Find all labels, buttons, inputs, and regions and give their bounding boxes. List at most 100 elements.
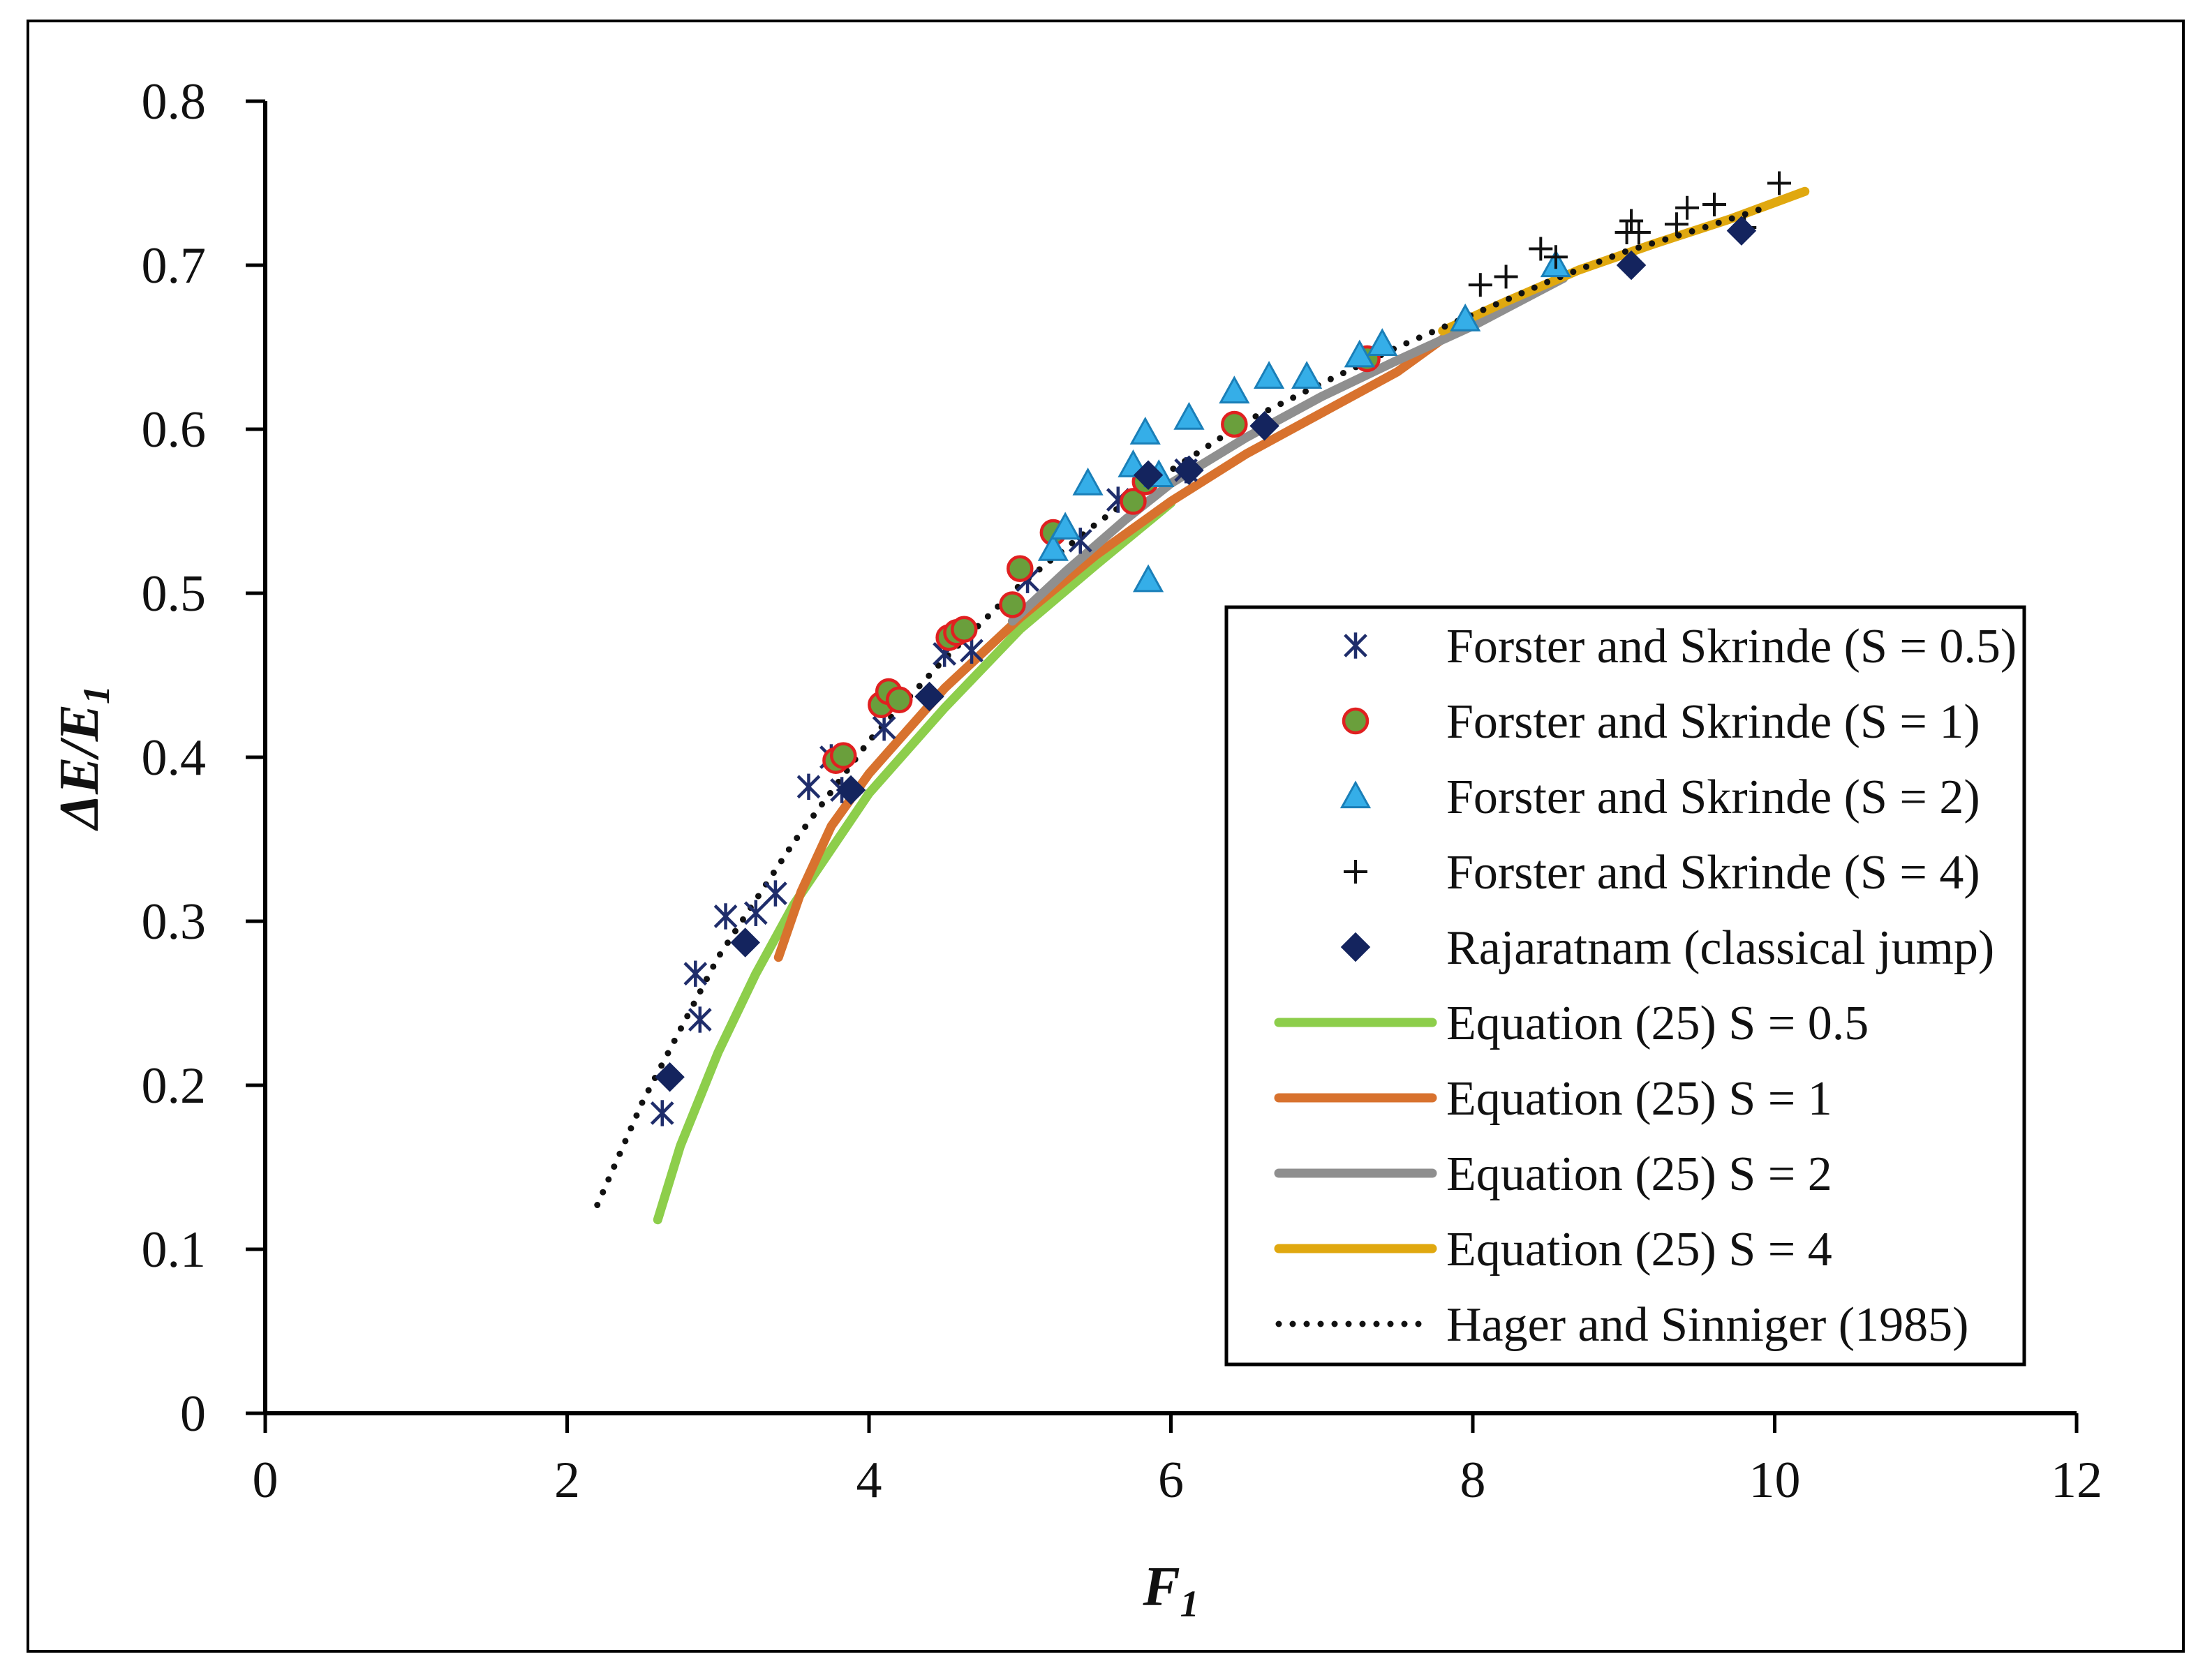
- data-point-forster-and-skrinde-s-0-5: [796, 773, 821, 800]
- legend-label: Equation (25) S = 2: [1446, 1147, 1832, 1201]
- data-point-forster-and-skrinde-s-0-5: [688, 1006, 712, 1033]
- data-point-forster-and-skrinde-s-0-5: [872, 715, 896, 741]
- legend-item-equation-25-s-4: Equation (25) S = 4: [1274, 1223, 1832, 1276]
- data-point-rajaratnam-classical-jump: [914, 681, 944, 712]
- y-tick-label: 0.7: [142, 237, 207, 295]
- x-tick-label: 2: [554, 1452, 580, 1509]
- data-point-forster-and-skrinde-s-2: [1450, 303, 1481, 332]
- legend-label: Equation (25) S = 0.5: [1446, 997, 1869, 1050]
- legend-swatch-marker: [1339, 780, 1372, 809]
- x-tick-label: 8: [1460, 1452, 1486, 1509]
- legend-item-forster-and-skrinde-s-2: Forster and Skrinde (S = 2): [1339, 770, 1980, 824]
- x-tick-label: 12: [2051, 1452, 2102, 1509]
- data-point-forster-and-skrinde-s-1: [950, 616, 978, 643]
- legend: Forster and Skrinde (S = 0.5) Forster and…: [1224, 605, 2026, 1367]
- legend-label: Forster and Skrinde (S = 1): [1446, 695, 1980, 749]
- series-points-rajaratnam-classical-jump: [655, 216, 1757, 1092]
- x-tick-label: 0: [253, 1452, 279, 1509]
- legend-label: Equation (25) S = 1: [1446, 1072, 1832, 1126]
- data-point-forster-and-skrinde-s-0-5: [960, 637, 983, 664]
- y-tick-label: 0.5: [142, 565, 207, 623]
- data-point-forster-and-skrinde-s-4: [1494, 265, 1518, 289]
- data-point-rajaratnam-classical-jump: [1174, 455, 1204, 485]
- data-point-forster-and-skrinde-s-2: [1344, 339, 1375, 368]
- data-point-forster-and-skrinde-s-1: [829, 742, 857, 769]
- data-point-rajaratnam-classical-jump: [730, 928, 760, 958]
- data-point-forster-and-skrinde-s-4: [1543, 245, 1568, 269]
- legend-items: Forster and Skrinde (S = 0.5) Forster and…: [1274, 620, 2017, 1352]
- data-point-forster-and-skrinde-s-2: [1219, 375, 1250, 404]
- legend-label: Forster and Skrinde (S = 2): [1446, 770, 1980, 824]
- legend-label: Hager and Sinniger (1985): [1446, 1298, 1968, 1352]
- y-tick-label: 0: [180, 1385, 206, 1443]
- series-line-equation-25-s-4: [1438, 186, 1810, 336]
- legend-label: Forster and Skrinde (S = 0.5): [1446, 620, 2017, 673]
- data-point-forster-and-skrinde-s-2: [1173, 401, 1205, 430]
- data-point-forster-and-skrinde-s-2: [1291, 361, 1323, 389]
- x-tick-label: 4: [856, 1452, 882, 1509]
- data-point-forster-and-skrinde-s-2: [1132, 564, 1164, 593]
- data-point-rajaratnam-classical-jump: [1133, 460, 1164, 491]
- legend-swatch-marker: [1344, 860, 1367, 884]
- y-tick-label: 0.6: [142, 401, 207, 459]
- figure-frame: [27, 20, 2185, 1653]
- data-point-forster-and-skrinde-s-4: [1767, 171, 1791, 195]
- data-point-forster-and-skrinde-s-2: [1129, 417, 1161, 445]
- x-tick-label: 10: [1749, 1452, 1801, 1509]
- y-axis-title: ΔE/E1: [49, 685, 117, 831]
- data-point-forster-and-skrinde-s-4: [1468, 273, 1492, 297]
- legend-item-equation-25-s-1: Equation (25) S = 1: [1274, 1072, 1832, 1126]
- data-point-forster-and-skrinde-s-2: [1037, 533, 1069, 561]
- axes: 0 2 4 6 8 10 12 0 0.1 0.2 0.3 0.4 0.5 0.6 0.7 0.8: [142, 73, 2103, 1509]
- legend-item-hager-and-sinniger-1985: Hager and Sinniger (1985): [1275, 1298, 1968, 1352]
- legend-label: Equation (25) S = 4: [1446, 1223, 1832, 1276]
- data-point-forster-and-skrinde-s-0-5: [764, 880, 787, 907]
- data-point-forster-and-skrinde-s-2: [1050, 512, 1081, 540]
- data-point-forster-and-skrinde-s-1: [1221, 410, 1248, 438]
- data-point-forster-and-skrinde-s-2: [1253, 361, 1285, 389]
- data-point-forster-and-skrinde-s-2: [1072, 467, 1104, 496]
- data-point-rajaratnam-classical-jump: [1616, 250, 1647, 281]
- series-points-forster-and-skrinde-s-4: [1468, 171, 1791, 297]
- data-point-rajaratnam-classical-jump: [655, 1062, 685, 1092]
- data-point-rajaratnam-classical-jump: [1249, 411, 1279, 441]
- series-lines: [594, 186, 1810, 1225]
- data-point-forster-and-skrinde-s-0-5: [713, 903, 738, 930]
- legend-swatch-marker: [1342, 707, 1369, 735]
- data-point-rajaratnam-classical-jump: [1726, 216, 1757, 246]
- data-point-forster-and-skrinde-s-4: [1702, 193, 1726, 217]
- data-point-forster-and-skrinde-s-0-5: [743, 900, 768, 926]
- data-point-forster-and-skrinde-s-0-5: [683, 960, 708, 987]
- legend-item-equation-25-s-2: Equation (25) S = 2: [1274, 1147, 1832, 1201]
- data-point-forster-and-skrinde-s-1: [1120, 488, 1147, 515]
- legend-item-rajaratnam-classical-jump: Rajaratnam (classical jump): [1340, 921, 1994, 975]
- legend-label: Rajaratnam (classical jump): [1446, 921, 1994, 975]
- series-points-forster-and-skrinde-s-1: [822, 345, 1381, 774]
- series-markers: [650, 171, 1791, 1126]
- series-line-equation-25-s-2: [1007, 274, 1568, 626]
- x-tick-label: 6: [1158, 1452, 1184, 1509]
- x-axis-title: F1: [1142, 1556, 1198, 1625]
- data-point-forster-and-skrinde-s-1: [1007, 555, 1034, 582]
- legend-item-forster-and-skrinde-s-0-5: Forster and Skrinde (S = 0.5): [1344, 620, 2017, 673]
- data-point-rajaratnam-classical-jump: [836, 775, 866, 805]
- legend-item-forster-and-skrinde-s-4: Forster and Skrinde (S = 4): [1344, 846, 1980, 900]
- y-tick-label: 0.1: [142, 1221, 207, 1279]
- legend-swatch-marker: [1344, 632, 1367, 659]
- data-point-forster-and-skrinde-s-0-5: [650, 1100, 674, 1126]
- y-tick-label: 0.2: [142, 1057, 207, 1115]
- legend-label: Forster and Skrinde (S = 4): [1446, 846, 1980, 900]
- legend-swatch-marker: [1340, 932, 1371, 962]
- series-line-equation-25-s-0-5: [653, 498, 1175, 1225]
- data-point-forster-and-skrinde-s-1: [886, 686, 913, 713]
- x-ticks: 0 2 4 6 8 10 12: [253, 1413, 2102, 1509]
- data-point-forster-and-skrinde-s-4: [1675, 195, 1700, 220]
- y-ticks: 0 0.1 0.2 0.3 0.4 0.5 0.6 0.7 0.8: [142, 73, 265, 1443]
- series-points-forster-and-skrinde-s-2: [1037, 249, 1572, 593]
- y-tick-label: 0.3: [142, 893, 207, 951]
- data-point-forster-and-skrinde-s-4: [1664, 212, 1688, 237]
- series-line-hager-and-sinniger-1985: [594, 206, 1763, 1209]
- legend-item-forster-and-skrinde-s-1: Forster and Skrinde (S = 1): [1342, 695, 1980, 749]
- data-point-forster-and-skrinde-s-2: [1367, 328, 1398, 356]
